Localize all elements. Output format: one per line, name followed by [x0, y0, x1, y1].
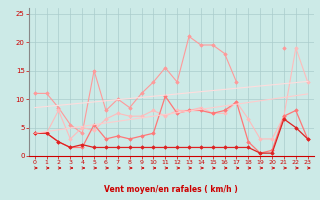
X-axis label: Vent moyen/en rafales ( km/h ): Vent moyen/en rafales ( km/h )	[104, 185, 238, 194]
